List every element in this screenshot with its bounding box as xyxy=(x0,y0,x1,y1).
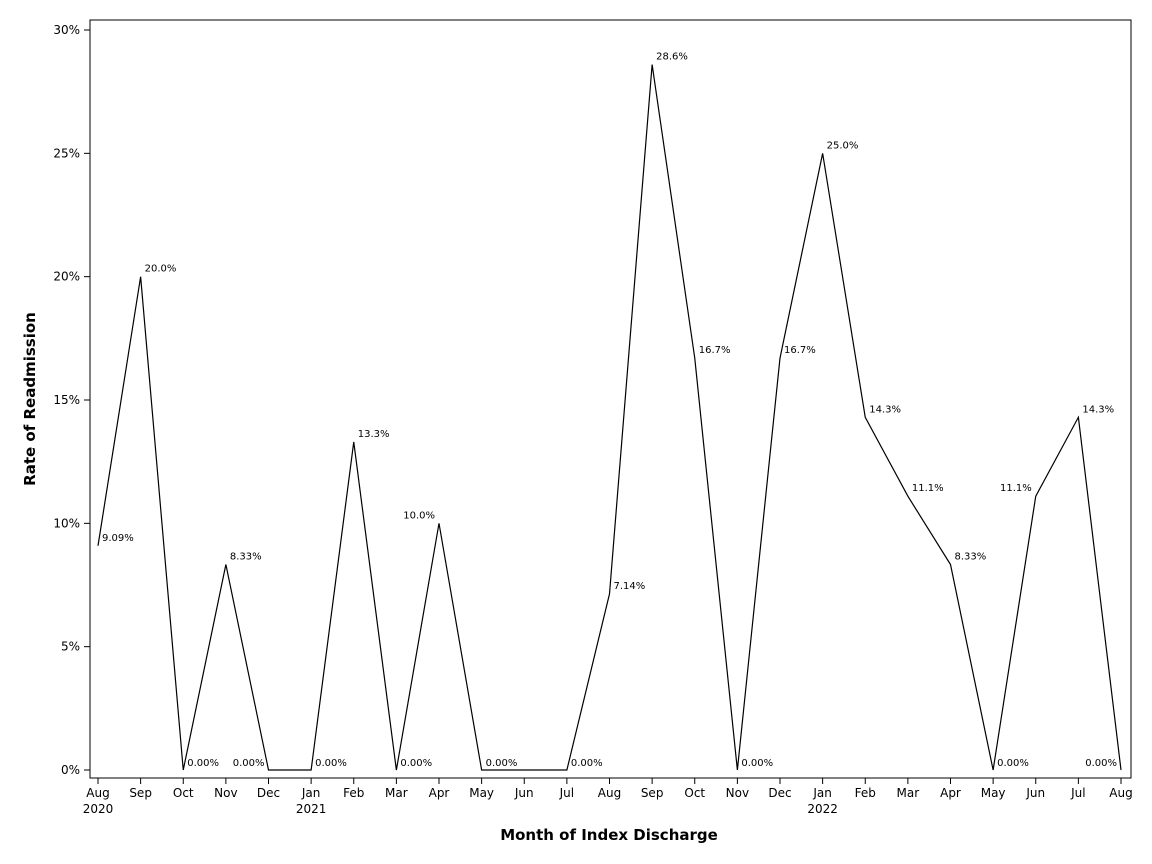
x-tick-label: Feb xyxy=(855,786,876,800)
data-label: 0.00% xyxy=(233,758,265,769)
x-tick-label: Oct xyxy=(684,786,705,800)
y-tick-label: 0% xyxy=(61,763,80,777)
x-tick-label: May xyxy=(981,786,1006,800)
x-tick-label: Sep xyxy=(129,786,152,800)
data-label: 0.00% xyxy=(315,758,347,769)
data-label: 16.7% xyxy=(784,345,816,356)
data-label: 16.7% xyxy=(699,345,731,356)
x-tick-label: Feb xyxy=(343,786,364,800)
x-year-label: 2022 xyxy=(807,802,838,816)
data-labels: 9.09% 20.0% 0.00% 8.33% 0.00% 0.00% 13.3% 0.00%… xyxy=(102,52,1117,769)
data-label: 8.33% xyxy=(955,552,987,563)
data-label: 0.00% xyxy=(741,758,773,769)
x-tick-label: Jul xyxy=(559,786,574,800)
data-label: 10.0% xyxy=(403,510,435,521)
data-label: 14.3% xyxy=(869,404,901,415)
data-label: 0.00% xyxy=(400,758,432,769)
y-tick-label: 10% xyxy=(53,516,80,530)
x-tick-label: Nov xyxy=(726,786,749,800)
data-label: 9.09% xyxy=(102,533,134,544)
data-label: 0.00% xyxy=(187,758,219,769)
x-axis: Aug 2020 Sep Oct Nov Dec Jan 2021 Feb Mar Apr May Ju… xyxy=(83,778,1133,816)
data-label: 0.00% xyxy=(486,758,518,769)
x-tick-label: Apr xyxy=(940,786,961,800)
data-label: 14.3% xyxy=(1082,404,1114,415)
data-label: 8.33% xyxy=(230,552,262,563)
y-tick-label: 5% xyxy=(61,640,80,654)
data-label: 25.0% xyxy=(827,140,859,151)
x-tick-label: Mar xyxy=(897,786,920,800)
data-label: 11.1% xyxy=(1000,483,1032,494)
y-tick-label: 25% xyxy=(53,146,80,160)
x-tick-label: Jun xyxy=(514,786,534,800)
x-year-label: 2020 xyxy=(83,802,114,816)
data-label: 11.1% xyxy=(912,483,944,494)
readmission-rate-line xyxy=(97,64,1122,771)
y-tick-label: 20% xyxy=(53,270,80,284)
y-tick-label: 15% xyxy=(53,393,80,407)
x-year-label: 2021 xyxy=(296,802,327,816)
x-tick-label: Oct xyxy=(173,786,194,800)
x-tick-label: Dec xyxy=(257,786,280,800)
x-tick-label: Aug xyxy=(598,786,621,800)
x-tick-label: Mar xyxy=(385,786,408,800)
x-tick-label: Aug xyxy=(1109,786,1132,800)
x-tick-label: Sep xyxy=(641,786,664,800)
data-label: 28.6% xyxy=(656,52,688,63)
x-tick-label: Apr xyxy=(429,786,450,800)
data-label: 0.00% xyxy=(1085,758,1117,769)
x-tick-label: Dec xyxy=(768,786,791,800)
x-tick-label: Jan xyxy=(812,786,832,800)
x-tick-label: Jul xyxy=(1070,786,1085,800)
data-label: 13.3% xyxy=(358,429,390,440)
y-tick-label: 30% xyxy=(53,23,80,37)
y-axis-title: Rate of Readmission xyxy=(21,312,39,486)
x-tick-label: Aug xyxy=(86,786,109,800)
x-axis-title: Month of Index Discharge xyxy=(500,826,718,844)
data-label: 0.00% xyxy=(571,758,603,769)
x-tick-label: Nov xyxy=(214,786,237,800)
x-tick-label: Jan xyxy=(301,786,321,800)
x-tick-label: May xyxy=(469,786,494,800)
data-label: 0.00% xyxy=(997,758,1029,769)
data-label: 20.0% xyxy=(145,264,177,275)
plot-area xyxy=(89,19,1132,779)
data-label: 7.14% xyxy=(614,581,646,592)
x-tick-label: Jun xyxy=(1025,786,1045,800)
y-axis: 0% 5% 10% 15% 20% 25% 30% xyxy=(53,23,90,777)
